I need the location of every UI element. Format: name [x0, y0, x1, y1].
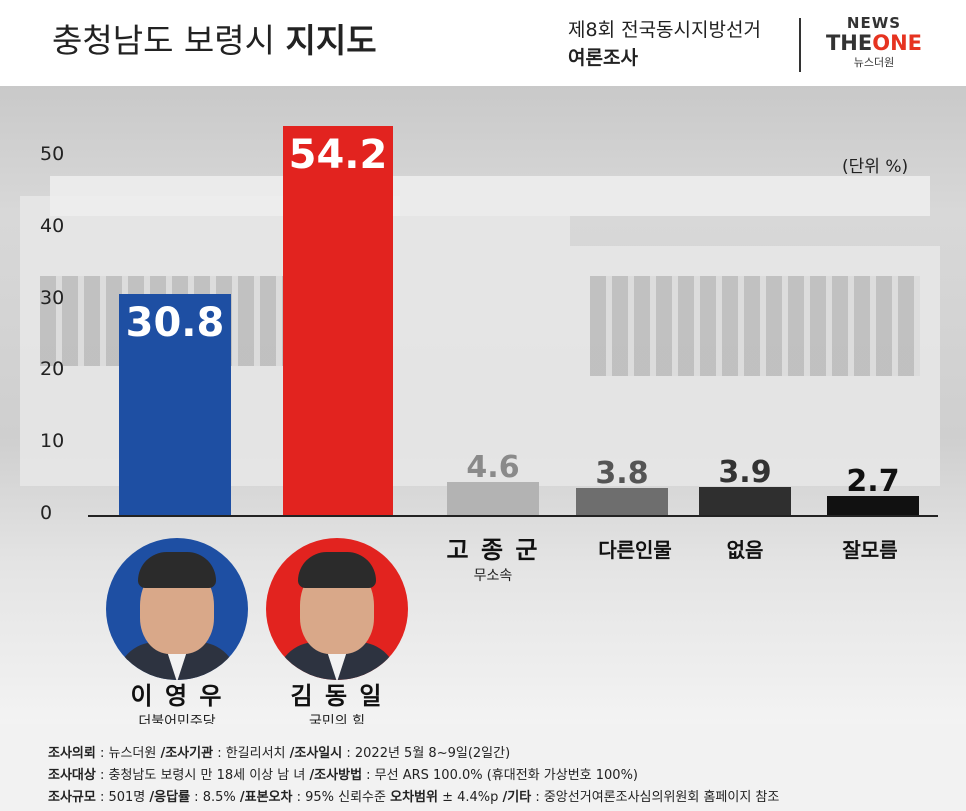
survey-info: 제8회 전국동시지방선거 여론조사	[568, 16, 761, 72]
candidate-label-ko: 고 종 군 무소속	[412, 530, 574, 585]
header-divider	[799, 18, 801, 72]
category-label: 없음	[726, 538, 764, 562]
footer-value: : 중앙선거여론조사심의위원회 홈페이지 참조	[531, 790, 780, 805]
bar-value-label: 3.9	[718, 454, 772, 490]
footer-value: : 충청남도 보령시 만 18세 이상 남 녀	[95, 768, 310, 783]
x-axis-baseline	[88, 515, 938, 517]
y-tick-label: 50	[40, 142, 65, 165]
footer-value: : 2022년 5월 8~9일(2일간)	[342, 746, 511, 761]
bar-value-label: 3.8	[595, 455, 649, 491]
y-tick-label: 20	[40, 358, 65, 381]
photo-hair	[138, 552, 216, 588]
building-center	[400, 216, 570, 486]
footer-value: : 8.5%	[190, 790, 240, 805]
logo-one: ONE	[872, 31, 923, 55]
building-roof	[50, 176, 930, 216]
footer-value: : 95% 신뢰수준	[292, 790, 391, 805]
building-windows-right	[590, 276, 920, 376]
footer-key: /조사기관	[160, 746, 214, 761]
footer-key: /조사일시	[289, 746, 343, 761]
bar	[119, 293, 231, 515]
footer-key: 오차범위	[390, 790, 438, 805]
bar-value-label: 54.2	[288, 131, 388, 178]
logo-theone: THEONE	[814, 32, 934, 54]
category-label: 다른인물	[598, 538, 672, 562]
y-tick-label: 0	[40, 502, 53, 524]
bar	[576, 487, 668, 515]
news-logo: NEWS THEONE 뉴스더원	[814, 14, 934, 70]
survey-line1: 제8회 전국동시지방선거	[568, 19, 761, 41]
footer-value: : 한길리서치	[213, 746, 290, 761]
y-tick-label: 40	[40, 214, 65, 237]
footer-key: /표본오차	[239, 790, 293, 805]
bar	[283, 125, 393, 515]
footer-key: /기타	[502, 790, 532, 805]
bar-value-label: 30.8	[125, 299, 225, 346]
footer-value: ± 4.4%p	[437, 790, 503, 805]
label-none: 없음	[670, 534, 820, 563]
candidate-name: 이 영 우	[130, 682, 224, 710]
footer-key: 조사대상	[48, 768, 96, 783]
bar	[699, 486, 791, 515]
bar	[827, 495, 919, 515]
candidate-label-lee: 이 영 우 더불어민주당	[96, 676, 258, 731]
bar	[447, 481, 539, 515]
candidate-party: 무소속	[473, 568, 513, 584]
footer-value: : 뉴스더원	[95, 746, 161, 761]
category-label: 잘모름	[842, 538, 898, 562]
title-bold: 지지도	[285, 21, 377, 60]
logo-the: THE	[825, 31, 873, 55]
footer-key: /응답률	[149, 790, 191, 805]
footer-line-1: 조사의뢰 : 뉴스더원 /조사기관 : 한길리서치 /조사일시 : 2022년 …	[48, 742, 510, 761]
candidate-label-kim: 김 동 일 국민의 힘	[256, 676, 418, 731]
title-regular: 충청남도 보령시	[52, 21, 276, 60]
logo-korean: 뉴스더원	[853, 56, 895, 69]
footer-value: : 501명	[95, 790, 150, 805]
label-dont-know: 잘모름	[795, 534, 945, 563]
header: 충청남도 보령시 지지도 제8회 전국동시지방선거 여론조사 NEWS THEO…	[0, 0, 966, 86]
footer-line-3: 조사규모 : 501명 /응답률 : 8.5% /표본오차 : 95% 신뢰수준…	[48, 786, 779, 805]
candidate-name: 김 동 일	[290, 682, 384, 710]
candidate-photo-kim	[266, 538, 408, 680]
chart-title: 충청남도 보령시 지지도	[52, 14, 377, 62]
bar-value-label: 2.7	[846, 463, 900, 499]
unit-label: (단위 %)	[842, 157, 909, 177]
candidate-photo-lee	[106, 538, 248, 680]
y-tick-label: 10	[40, 430, 65, 453]
footer-value: : 무선 ARS 100.0% (휴대전화 가상번호 100%)	[362, 768, 638, 783]
photo-hair	[298, 552, 376, 588]
footer-key: /조사방법	[309, 768, 363, 783]
bar-value-label: 4.6	[466, 449, 520, 485]
footer-key: 조사의뢰	[48, 746, 96, 761]
footer-line-2: 조사대상 : 충청남도 보령시 만 18세 이상 남 녀 /조사방법 : 무선 …	[48, 764, 638, 783]
label-other-person: 다른인물	[560, 534, 710, 563]
survey-footer: 조사의뢰 : 뉴스더원 /조사기관 : 한길리서치 /조사일시 : 2022년 …	[0, 724, 966, 811]
candidate-name: 고 종 군	[446, 536, 540, 564]
footer-key: 조사규모	[48, 790, 96, 805]
logo-news: NEWS	[846, 14, 902, 32]
y-tick-label: 30	[40, 286, 65, 309]
survey-line2: 여론조사	[568, 47, 638, 69]
